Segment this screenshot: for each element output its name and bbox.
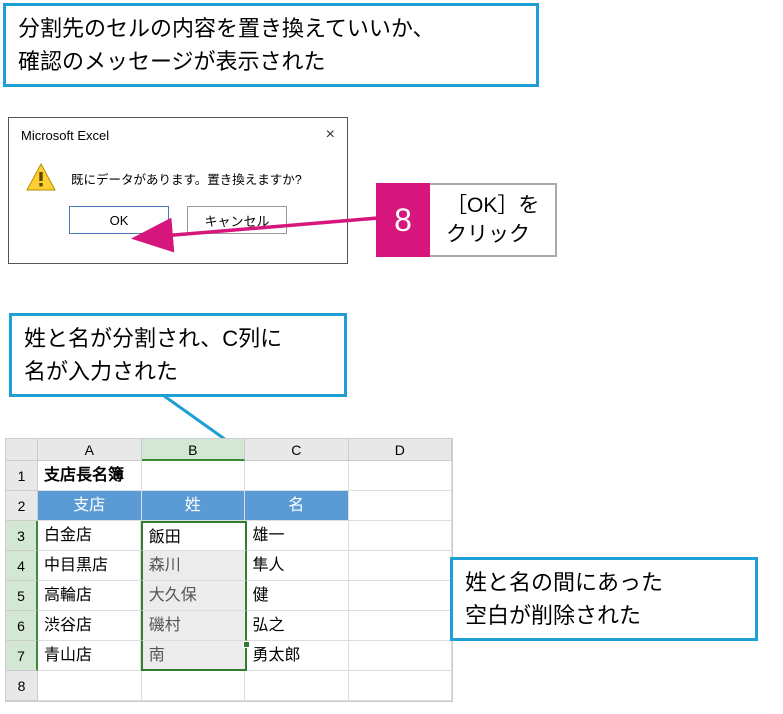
cell-c8[interactable]: [245, 671, 349, 701]
cell-c3[interactable]: 雄一: [247, 521, 350, 551]
cell-c2[interactable]: 名: [245, 491, 349, 521]
step-text: ［OK］を クリック: [430, 183, 557, 257]
excel-grid: A B C D 1 支店長名簿 2 支店 姓 名 3 白金店 飯田 雄一 4 中…: [5, 438, 453, 702]
callout-text: 分割先のセルの内容を置き換えていいか、 確認のメッセージが表示された: [18, 16, 434, 74]
row-3: 3 白金店 飯田 雄一: [6, 521, 452, 551]
row-header-6[interactable]: 6: [6, 611, 38, 641]
cell-b3[interactable]: 飯田: [141, 521, 247, 551]
col-header-d[interactable]: D: [349, 439, 453, 461]
cell-d1[interactable]: [349, 461, 453, 491]
step-line2: クリック: [446, 220, 539, 249]
row-8: 8: [6, 671, 452, 701]
column-headers-row: A B C D: [6, 439, 452, 461]
select-all-corner[interactable]: [6, 439, 38, 461]
dialog-titlebar: Microsoft Excel ×: [9, 118, 347, 152]
col-header-b[interactable]: B: [142, 439, 246, 461]
callout-text: 姓と名が分割され、C列に 名が入力された: [24, 326, 282, 384]
row-5: 5 高輪店 大久保 健: [6, 581, 452, 611]
row-header-3[interactable]: 3: [6, 521, 38, 551]
row-1: 1 支店長名簿: [6, 461, 452, 491]
row-7: 7 青山店 南 勇太郎: [6, 641, 452, 671]
cell-b6[interactable]: 磯村: [141, 611, 247, 641]
cell-d2[interactable]: [349, 491, 453, 521]
cell-b4[interactable]: 森川: [141, 551, 247, 581]
dialog-buttons: OK キャンセル: [9, 200, 347, 248]
row-header-2[interactable]: 2: [6, 491, 38, 521]
excel-confirm-dialog: Microsoft Excel × 既にデータがあります。置き換えますか? OK…: [8, 117, 348, 264]
dialog-title-text: Microsoft Excel: [21, 128, 109, 143]
row-header-7[interactable]: 7: [6, 641, 38, 671]
cell-a1[interactable]: 支店長名簿: [38, 461, 142, 491]
cell-d6[interactable]: [349, 611, 452, 641]
cell-d7[interactable]: [349, 641, 452, 671]
row-header-5[interactable]: 5: [6, 581, 38, 611]
row-header-8[interactable]: 8: [6, 671, 38, 701]
cell-c7[interactable]: 勇太郎: [247, 641, 350, 671]
step-line1: ［OK］を: [446, 191, 539, 220]
cell-c4[interactable]: 隼人: [247, 551, 350, 581]
cell-a5[interactable]: 高輪店: [38, 581, 141, 611]
cell-c6[interactable]: 弘之: [247, 611, 350, 641]
fill-handle[interactable]: [243, 641, 250, 648]
cell-a3[interactable]: 白金店: [38, 521, 141, 551]
cell-d3[interactable]: [349, 521, 452, 551]
cell-a6[interactable]: 渋谷店: [38, 611, 141, 641]
row-header-4[interactable]: 4: [6, 551, 38, 581]
cell-b8[interactable]: [142, 671, 246, 701]
step-number: 8: [376, 183, 430, 257]
cell-d8[interactable]: [349, 671, 453, 701]
callout-text: 姓と名の間にあった 空白が削除された: [465, 570, 663, 628]
cell-b7[interactable]: 南: [141, 641, 247, 671]
ok-button[interactable]: OK: [69, 206, 169, 234]
callout-replace-confirm: 分割先のセルの内容を置き換えていいか、 確認のメッセージが表示された: [3, 3, 539, 87]
dialog-body: 既にデータがあります。置き換えますか?: [9, 152, 347, 200]
cell-a8[interactable]: [38, 671, 142, 701]
cell-a7[interactable]: 青山店: [38, 641, 141, 671]
cell-b2[interactable]: 姓: [142, 491, 246, 521]
row-header-1[interactable]: 1: [6, 461, 38, 491]
col-header-c[interactable]: C: [245, 439, 349, 461]
row-4: 4 中目黒店 森川 隼人: [6, 551, 452, 581]
cell-c5[interactable]: 健: [247, 581, 350, 611]
col-header-a[interactable]: A: [38, 439, 142, 461]
cell-b1[interactable]: [142, 461, 246, 491]
row-2: 2 支店 姓 名: [6, 491, 452, 521]
cell-a4[interactable]: 中目黒店: [38, 551, 141, 581]
row-6: 6 渋谷店 磯村 弘之: [6, 611, 452, 641]
warning-icon: [25, 162, 57, 194]
cell-a2[interactable]: 支店: [38, 491, 142, 521]
callout-space-removed: 姓と名の間にあった 空白が削除された: [450, 557, 758, 641]
cell-b5[interactable]: 大久保: [141, 581, 247, 611]
cancel-button[interactable]: キャンセル: [187, 206, 287, 234]
cell-d5[interactable]: [349, 581, 452, 611]
dialog-message: 既にデータがあります。置き換えますか?: [71, 169, 302, 188]
step-8-badge: 8 ［OK］を クリック: [376, 183, 557, 257]
cell-c1[interactable]: [245, 461, 349, 491]
cell-d4[interactable]: [349, 551, 452, 581]
close-icon[interactable]: ×: [326, 126, 335, 144]
callout-split-result: 姓と名が分割され、C列に 名が入力された: [9, 313, 347, 397]
